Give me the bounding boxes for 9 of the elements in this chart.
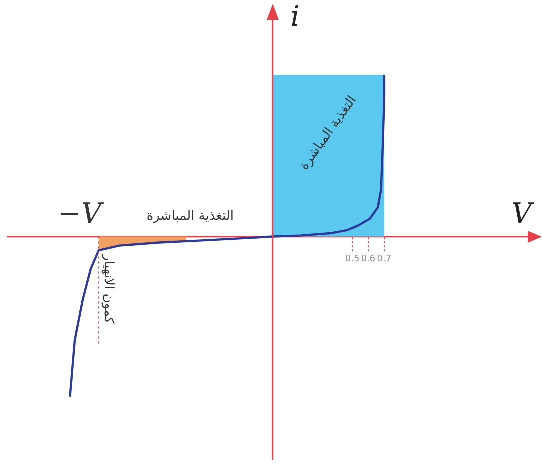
- y-axis-title: i: [290, 0, 300, 33]
- band-label: التغذية المباشرة: [297, 93, 360, 174]
- x-tick-label: 0.6: [361, 254, 376, 265]
- annotation: التغذية المباشرة: [146, 208, 234, 224]
- ref-line-label: كمون الانهيار: [101, 254, 116, 324]
- x-tick-label: 0.7: [377, 254, 392, 265]
- x-axis-title: V: [512, 196, 535, 230]
- annotation: −V: [58, 196, 104, 230]
- x-tick-label: 0.5: [345, 254, 360, 265]
